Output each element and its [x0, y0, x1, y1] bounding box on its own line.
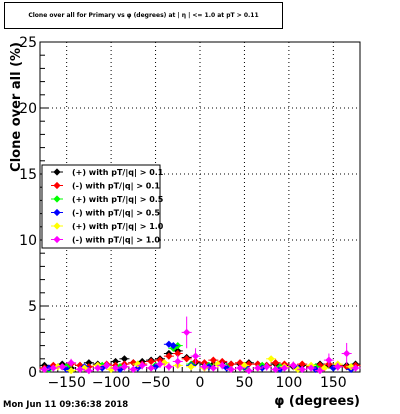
legend-entry: (+) with pT/|q| > 0.1 [72, 168, 164, 177]
legend-marker [53, 235, 61, 244]
data-point-series-5 [147, 364, 155, 372]
chart-title-box: Clone over all for Primary vs φ (degrees… [4, 2, 283, 29]
data-point-series-5 [40, 365, 49, 373]
legend-marker [53, 195, 61, 203]
data-point-series-4 [80, 364, 89, 372]
legend-marker [53, 208, 61, 217]
data-point-series-5 [49, 364, 57, 372]
data-point-series-4 [134, 360, 142, 368]
legend-marker [53, 168, 61, 176]
data-point-series-1 [174, 349, 182, 358]
data-point-series-5 [289, 361, 297, 369]
y-tick-label: 10 [19, 233, 37, 249]
data-point-series-5 [343, 349, 351, 358]
data-point-series-4 [214, 360, 222, 368]
x-tick-label: −100 [92, 375, 130, 391]
data-point-series-5 [325, 356, 333, 364]
data-point-series-5 [111, 364, 120, 372]
x-axis-label: φ (degrees) [274, 394, 360, 409]
data-point-series-5 [165, 363, 173, 371]
legend-box [41, 164, 161, 249]
data-point-series-5 [254, 364, 262, 372]
data-point-series-1 [147, 357, 155, 366]
data-point-series-5 [103, 361, 111, 369]
x-tick-label: 100 [276, 375, 303, 391]
data-point-series-5 [263, 363, 271, 371]
data-point-series-3 [134, 364, 142, 372]
data-point-series-4 [320, 364, 329, 372]
x-tick-label: 150 [320, 375, 347, 391]
data-point-series-4 [267, 355, 275, 363]
x-tick-label: −150 [47, 375, 85, 391]
data-point-series-5 [218, 361, 226, 369]
data-point-series-5 [351, 364, 360, 372]
data-point-series-3 [169, 342, 177, 350]
data-point-series-5 [236, 364, 244, 372]
y-tick-label: 5 [28, 299, 37, 315]
data-point-series-5 [271, 365, 280, 373]
data-point-series-5 [209, 364, 217, 372]
y-tick-label: 0 [28, 365, 37, 381]
y-axis-label: Clone over all (%) [9, 42, 24, 172]
chart-title: Clone over all for Primary vs φ (degrees… [28, 12, 259, 19]
legend-entry: (-) with pT/|q| > 0.5 [72, 209, 160, 218]
data-point-series-5 [58, 363, 66, 371]
data-point-series-4 [240, 361, 249, 369]
data-point-series-5 [316, 367, 324, 375]
data-point-series-5 [245, 367, 253, 375]
legend-entry: (-) with pT/|q| > 0.1 [72, 182, 160, 191]
legend-entry: (-) with pT/|q| > 1.0 [72, 236, 160, 245]
x-tick-label: 0 [196, 375, 205, 391]
data-point-series-1 [165, 352, 173, 360]
legend-entry: (+) with pT/|q| > 0.5 [72, 195, 164, 204]
data-point-series-5 [280, 364, 289, 372]
data-point-series-1 [245, 360, 253, 368]
x-tick-label: −50 [141, 375, 171, 391]
timestamp: Mon Jun 11 09:36:38 2018 [3, 400, 129, 410]
data-point-series-5 [183, 328, 191, 336]
y-tick-label: 20 [19, 101, 37, 117]
data-point-series-5 [174, 357, 182, 366]
y-tick-label: 25 [19, 35, 37, 51]
data-point-series-1 [254, 360, 262, 368]
data-point-series-4 [67, 367, 75, 375]
data-point-series-1 [298, 360, 306, 368]
data-point-series-1 [183, 355, 191, 363]
data-point-series-1 [271, 359, 280, 367]
data-point-series-1 [227, 360, 235, 368]
data-point-series-5 [156, 360, 164, 368]
data-point-series-5 [94, 364, 102, 372]
data-point-series-5 [298, 365, 306, 373]
legend-marker [53, 222, 61, 230]
data-point-series-5 [191, 352, 200, 360]
data-point-series-4 [347, 363, 355, 371]
data-point-series-5 [76, 365, 84, 373]
data-point-series-0 [85, 359, 93, 367]
data-point-series-1 [76, 361, 84, 369]
data-point-series-4 [187, 363, 195, 371]
data-point-series-0 [120, 355, 129, 363]
data-point-series-1 [209, 356, 217, 364]
data-point-series-3 [151, 363, 160, 371]
data-point-series-3 [116, 365, 124, 373]
data-point-series-5 [85, 367, 93, 375]
data-point-series-3 [165, 340, 173, 348]
data-point-series-5 [307, 364, 315, 372]
legend-entry: (+) with pT/|q| > 1.0 [72, 222, 164, 231]
legend-marker [53, 181, 61, 190]
data-point-series-5 [138, 361, 146, 369]
data-point-series-3 [223, 364, 231, 372]
x-tick-label: 50 [236, 375, 254, 391]
data-point-series-5 [129, 365, 137, 373]
y-tick-label: 15 [19, 167, 37, 183]
data-point-series-5 [200, 363, 209, 371]
data-point-series-0 [111, 357, 120, 366]
data-point-series-3 [329, 364, 337, 372]
data-point-series-5 [334, 363, 342, 371]
data-point-series-5 [120, 363, 129, 371]
data-point-series-5 [67, 359, 75, 367]
data-point-series-5 [227, 365, 235, 373]
